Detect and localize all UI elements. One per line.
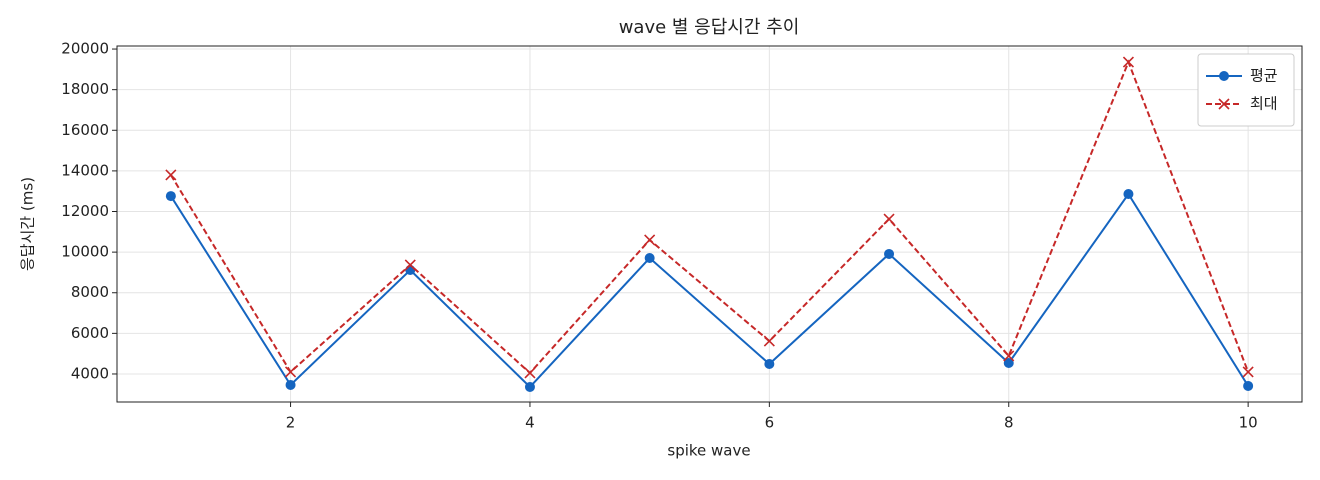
x-tick-label: 8 — [1004, 414, 1014, 432]
marker — [763, 335, 775, 347]
marker — [644, 234, 656, 246]
plot-frame — [116, 45, 1303, 403]
series-line — [170, 192, 1249, 389]
y-tick-label: 20000 — [61, 40, 109, 58]
marker — [165, 191, 176, 202]
y-tick-label: 10000 — [61, 243, 109, 261]
x-tick-label: 4 — [525, 414, 535, 432]
marker — [1003, 358, 1014, 369]
legend-box — [1197, 53, 1295, 127]
marker — [883, 213, 895, 225]
marker — [764, 359, 775, 370]
legend-label: 최대 — [1250, 95, 1278, 113]
marker — [1219, 71, 1229, 81]
marker — [1122, 56, 1135, 68]
marker — [1243, 380, 1254, 391]
marker — [524, 367, 536, 379]
marker — [884, 248, 895, 259]
marker — [405, 264, 416, 275]
marker — [284, 366, 297, 378]
marker — [165, 169, 177, 181]
marker — [1123, 189, 1134, 200]
marker — [1242, 366, 1254, 378]
x-axis-label: spike wave — [667, 442, 750, 460]
y-axis-label: 응답시간 (ms) — [19, 177, 37, 271]
x-tick-label: 10 — [1239, 414, 1258, 432]
series-line — [170, 59, 1250, 375]
legend-label: 평균 — [1250, 67, 1278, 85]
y-tick-label: 16000 — [61, 121, 109, 139]
y-tick-label: 6000 — [71, 324, 109, 342]
x-tick-label: 2 — [286, 414, 296, 432]
chart-title: wave 별 응답시간 추이 — [619, 17, 800, 38]
marker — [1003, 350, 1015, 362]
x-tick-label: 6 — [765, 414, 775, 432]
marker — [644, 253, 655, 264]
y-tick-label: 18000 — [61, 80, 109, 98]
y-tick-label: 14000 — [61, 161, 109, 179]
y-tick-label: 8000 — [71, 283, 109, 301]
marker — [404, 259, 416, 271]
marker — [285, 379, 296, 390]
marker — [524, 381, 535, 392]
y-tick-label: 4000 — [71, 364, 109, 382]
marker — [1218, 98, 1230, 110]
y-tick-label: 12000 — [61, 202, 109, 220]
